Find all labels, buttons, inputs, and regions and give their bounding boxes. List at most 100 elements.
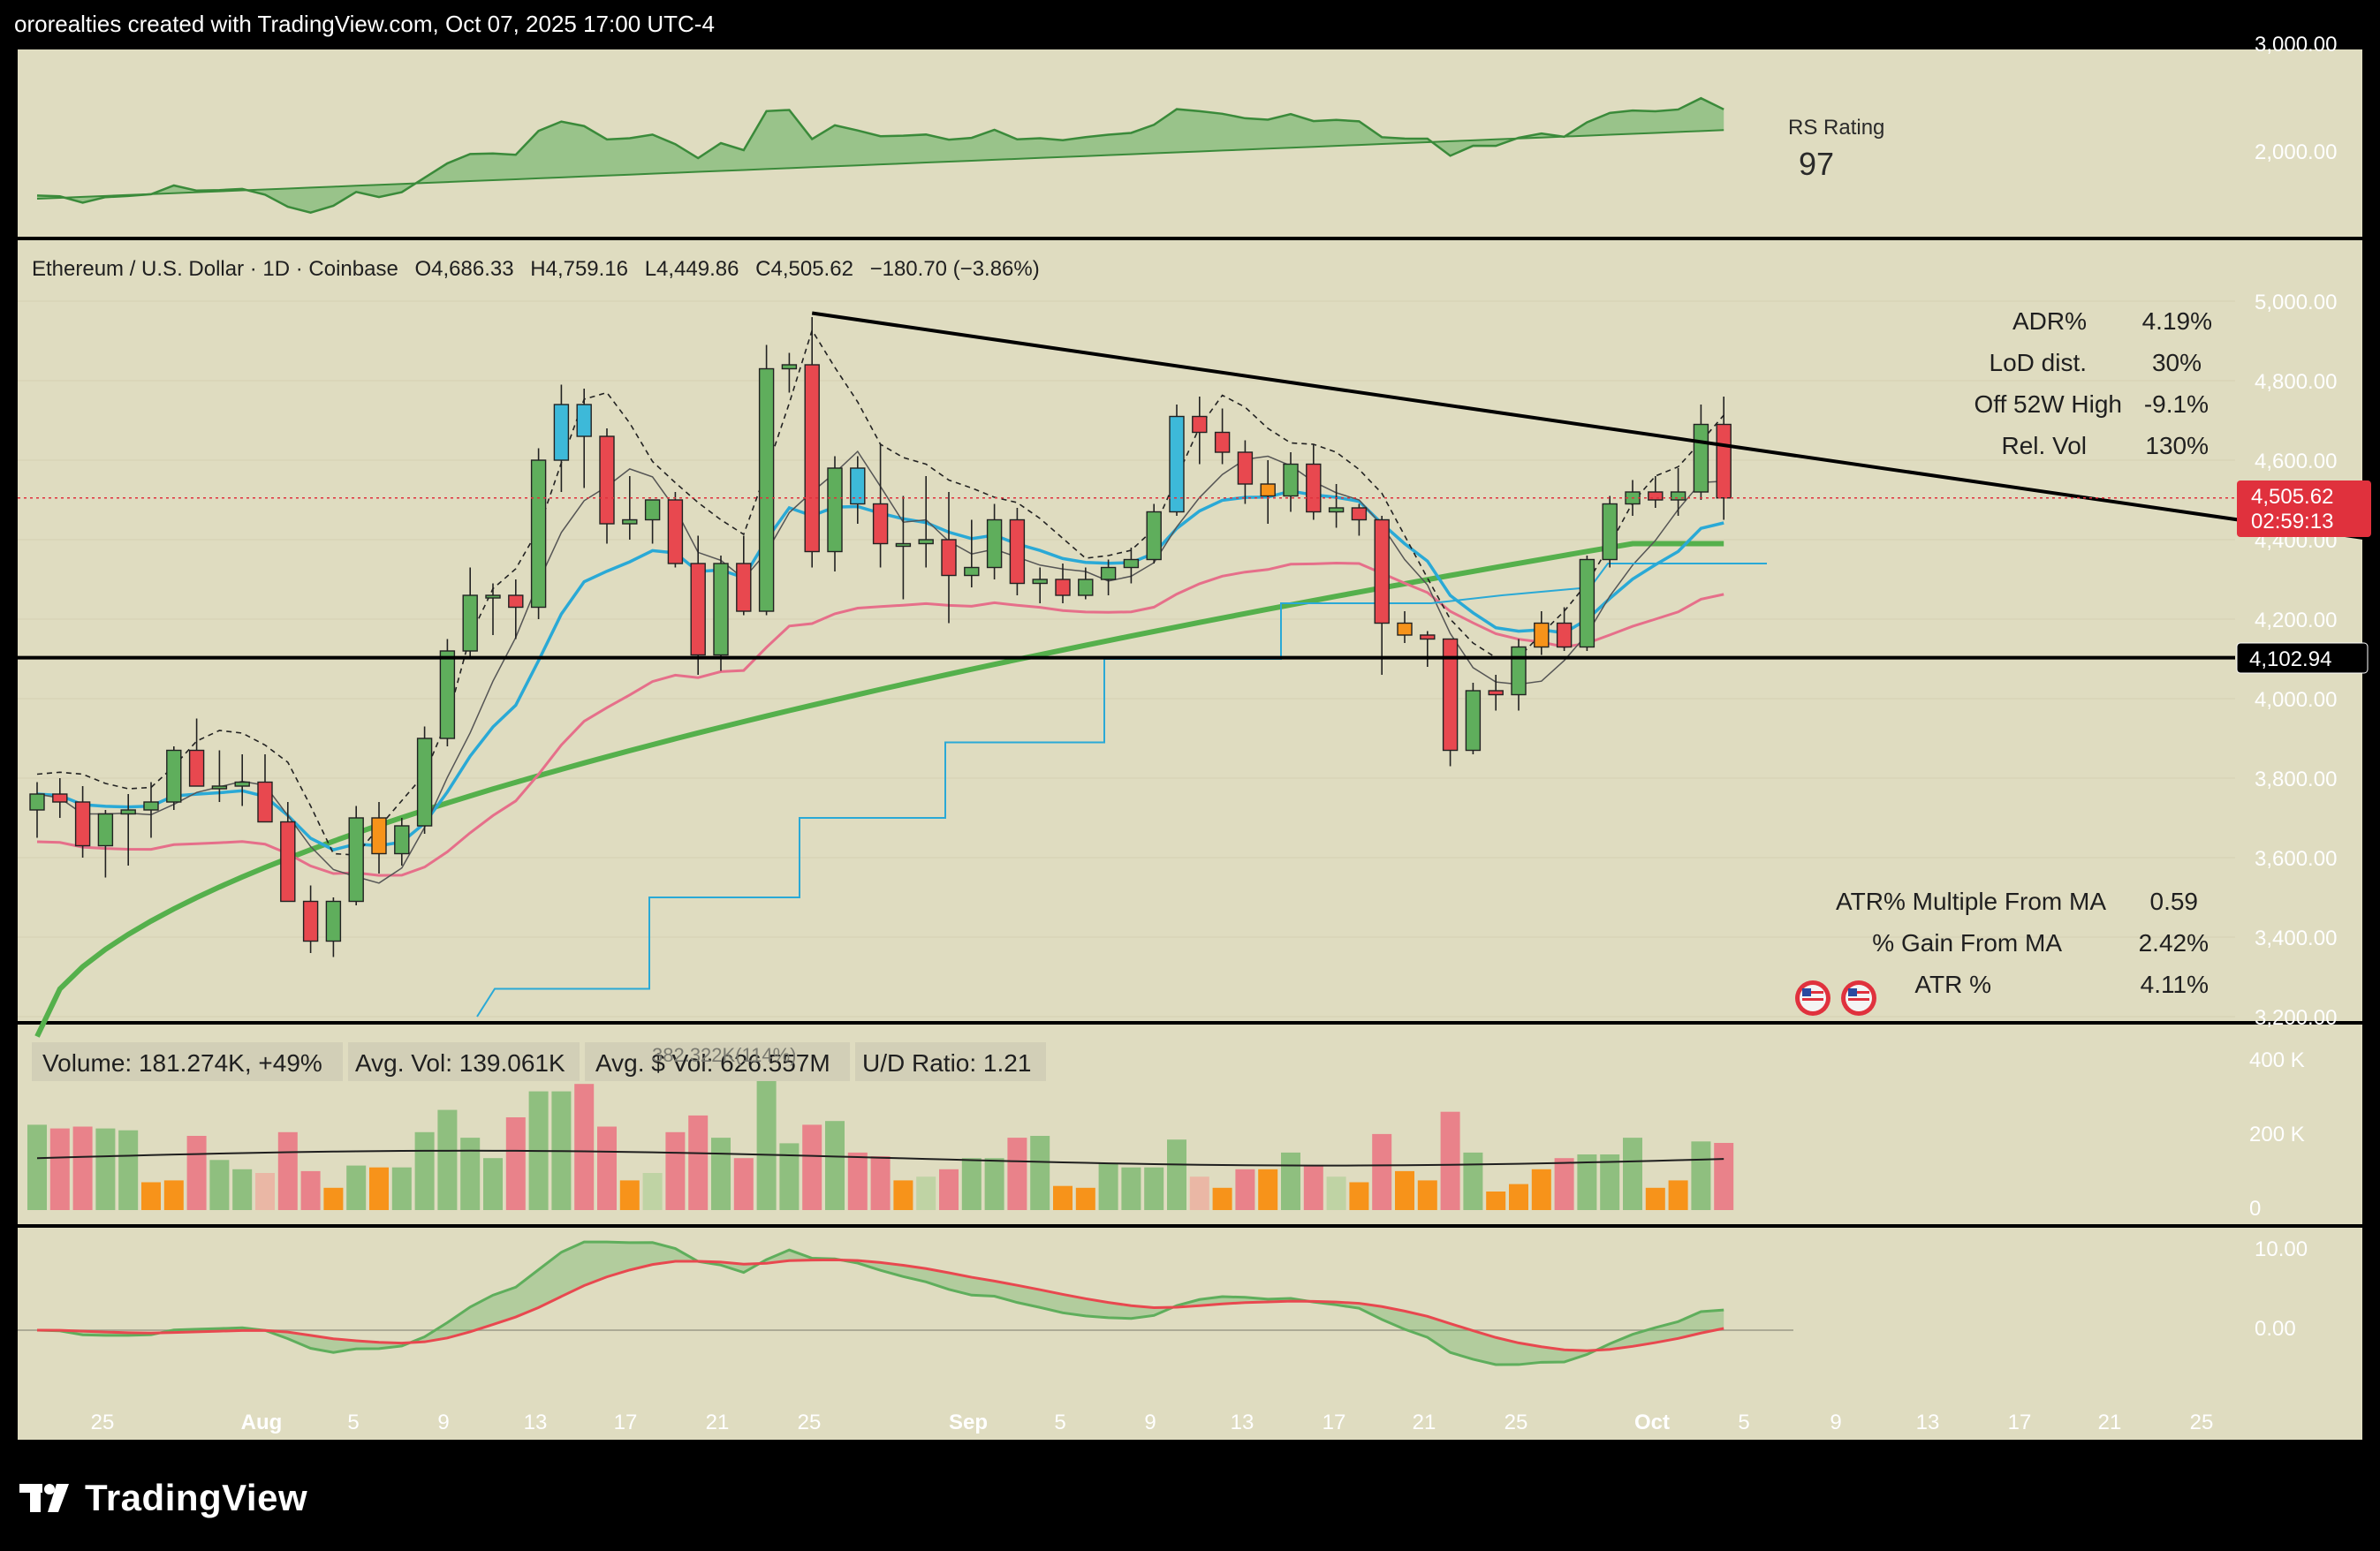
avg-volume-line — [36, 1149, 1724, 1167]
candle-body — [622, 518, 638, 525]
volume-bar — [1691, 1141, 1711, 1210]
candle-body — [667, 499, 684, 564]
volume-bar — [665, 1131, 686, 1210]
ohlc-legend: Ethereum / U.S. Dollar · 1D · Coinbase O… — [32, 257, 1040, 281]
time-axis-tick: 9 — [1144, 1411, 1156, 1434]
stats-table-bottom: ATR% Multiple From MA 0.59 % Gain From M… — [1836, 888, 2209, 998]
volume-bar — [209, 1160, 230, 1210]
us-flag-icon[interactable] — [1795, 980, 1830, 1016]
candle-body — [1078, 579, 1094, 596]
volume-bar — [802, 1124, 822, 1210]
volume-bar — [186, 1136, 207, 1210]
volume-bar — [277, 1131, 298, 1210]
time-axis-tick: 21 — [706, 1411, 730, 1434]
osc-panel-bg — [18, 1228, 2362, 1440]
osc-axis: 10.00 0.00 — [2255, 1237, 2308, 1341]
price-axis-tick: 4,000.00 — [2255, 688, 2337, 712]
volume-bar — [163, 1180, 184, 1210]
rs-rating-value: 97 — [1799, 146, 1834, 182]
candle-body — [280, 821, 296, 903]
volume-bar — [825, 1121, 845, 1210]
stat-value: 2.42% — [2139, 929, 2209, 957]
stat-value: 0.59 — [2150, 888, 2199, 915]
candle-body — [166, 749, 182, 803]
volume-bar — [369, 1167, 389, 1210]
volume-bar — [95, 1128, 116, 1210]
candle-body — [1055, 579, 1071, 596]
stat-label: LoD dist. — [1990, 349, 2088, 376]
candle-body — [1511, 646, 1527, 696]
time-axis[interactable]: 25 Aug 5 9 13 17 21 25 Sep 5 9 13 17 21 25 Oct 5 9 13 17 21 2… — [91, 1411, 2214, 1434]
volume-bar — [232, 1169, 253, 1210]
volume-bar — [27, 1124, 47, 1210]
price-axis-tick: 4,200.00 — [2255, 609, 2337, 632]
time-axis-tick: Aug — [241, 1411, 283, 1434]
candle-body — [690, 563, 706, 656]
candle-body — [1351, 507, 1368, 521]
stat-label: % Gain From MA — [1872, 929, 2062, 957]
time-axis-tick: 17 — [1323, 1411, 1346, 1434]
candle-body — [1670, 491, 1686, 501]
candle-body — [462, 594, 478, 652]
volume-bar — [711, 1138, 731, 1210]
volume-bar — [619, 1180, 640, 1210]
candle-body — [1032, 579, 1048, 585]
candle-body — [872, 503, 889, 545]
candle-body — [1442, 638, 1459, 752]
time-axis-tick: 13 — [1916, 1411, 1940, 1434]
candle-body — [895, 542, 912, 548]
volume-bar — [414, 1131, 435, 1210]
moving-averages — [34, 329, 1767, 1038]
volume-bar — [1212, 1187, 1232, 1210]
candle-body — [394, 825, 410, 855]
candle-body — [348, 817, 364, 903]
candle-body — [188, 749, 205, 787]
last-price-badge: 4,505.62 02:59:13 — [2237, 480, 2371, 537]
time-axis-tick: 9 — [1830, 1411, 1841, 1434]
volume-axis-tick: 0 — [2249, 1197, 2261, 1221]
candle-body — [1123, 558, 1140, 569]
descending-trendline[interactable] — [811, 311, 2380, 549]
time-axis-tick: 13 — [1231, 1411, 1254, 1434]
candle-body — [1693, 423, 1709, 493]
volume-item: U/D Ratio: 1.21 — [862, 1049, 1031, 1077]
volume-bar — [323, 1187, 344, 1210]
volume-bar — [1053, 1185, 1073, 1210]
volume-bar — [756, 1069, 777, 1210]
candle-body — [234, 781, 250, 787]
candle-body — [1146, 511, 1162, 561]
candle-body — [553, 404, 570, 461]
price-gridlines — [18, 300, 2235, 1018]
volume-bar — [1372, 1133, 1392, 1210]
us-flag-icon[interactable] — [1841, 980, 1876, 1016]
candle-body — [120, 809, 136, 815]
stat-label: Rel. Vol — [2002, 432, 2088, 459]
volume-bar — [1075, 1187, 1095, 1210]
candle-body — [1283, 463, 1299, 497]
tradingview-logo[interactable]: TradingView — [19, 1472, 307, 1525]
candle-body — [1556, 622, 1573, 648]
volume-bar — [984, 1158, 1004, 1210]
volume-axis: 400 K 200 K 0 — [2249, 1048, 2305, 1221]
candle-body — [302, 900, 319, 942]
volume-bar — [483, 1158, 503, 1210]
candle-body — [1465, 690, 1482, 752]
volume-bar — [255, 1173, 275, 1210]
candle-body — [1237, 451, 1254, 485]
time-axis-tick: Sep — [949, 1411, 988, 1434]
candle-body — [850, 467, 866, 505]
price-axis[interactable]: 5,000.004,800.004,600.004,400.004,200.00… — [2255, 291, 2337, 1030]
volume-bar — [1554, 1158, 1574, 1210]
candle-body — [1214, 431, 1231, 453]
candle-body — [781, 364, 798, 370]
candle-body — [211, 785, 228, 790]
time-axis-tick: 9 — [437, 1411, 449, 1434]
volume-bar — [733, 1158, 754, 1210]
candle-body — [576, 404, 592, 437]
volume-bar — [1258, 1169, 1278, 1210]
volume-bar — [1645, 1187, 1665, 1210]
candle-body — [918, 539, 934, 545]
symbol-name[interactable]: Ethereum / U.S. Dollar · 1D · Coinbase — [32, 257, 398, 281]
price-axis-tick: 4,600.00 — [2255, 450, 2337, 473]
